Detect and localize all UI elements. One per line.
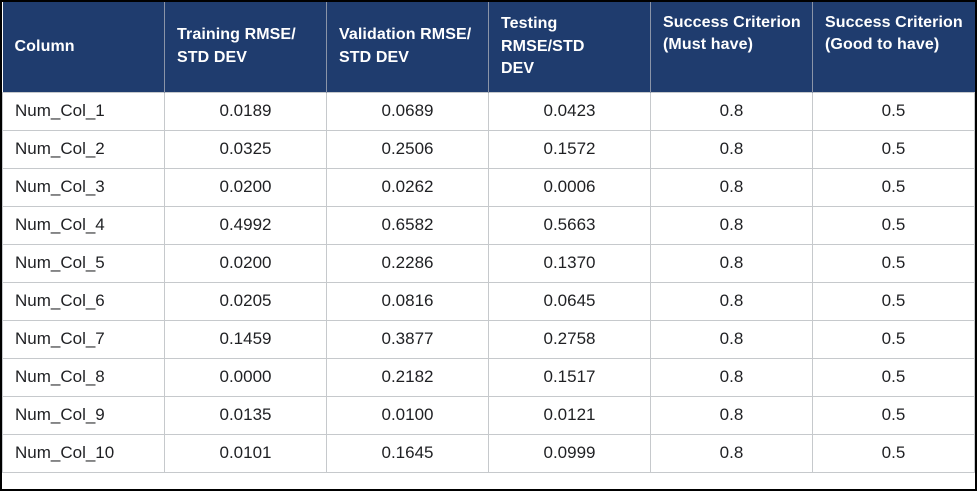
header-column: Column bbox=[2, 2, 165, 92]
table-row: Num_Col_6 0.0205 0.0816 0.0645 0.8 0.5 bbox=[2, 281, 975, 321]
table-body: Num_Col_1 0.0189 0.0689 0.0423 0.8 0.5 Num_Col… bbox=[2, 91, 975, 473]
header-validation-rmse: Validation RMSE/ STD DEV bbox=[326, 2, 489, 92]
value-cell: 0.5 bbox=[812, 205, 975, 245]
column-name-cell: Num_Col_7 bbox=[2, 319, 165, 359]
value-cell: 0.0325 bbox=[164, 129, 327, 169]
value-cell: 0.8 bbox=[650, 129, 813, 169]
value-cell: 0.5 bbox=[812, 433, 975, 473]
value-cell: 0.5 bbox=[812, 319, 975, 359]
table-row: Num_Col_3 0.0200 0.0262 0.0006 0.8 0.5 bbox=[2, 167, 975, 207]
value-cell: 0.5 bbox=[812, 243, 975, 283]
table-row: Num_Col_4 0.4992 0.6582 0.5663 0.8 0.5 bbox=[2, 205, 975, 245]
column-name-cell: Num_Col_5 bbox=[2, 243, 165, 283]
value-cell: 0.0200 bbox=[164, 167, 327, 207]
value-cell: 0.4992 bbox=[164, 205, 327, 245]
value-cell: 0.5 bbox=[812, 167, 975, 207]
value-cell: 0.5 bbox=[812, 129, 975, 169]
value-cell: 0.2506 bbox=[326, 129, 489, 169]
value-cell: 0.8 bbox=[650, 433, 813, 473]
value-cell: 0.8 bbox=[650, 167, 813, 207]
value-cell: 0.5663 bbox=[488, 205, 651, 245]
value-cell: 0.3877 bbox=[326, 319, 489, 359]
column-name-cell: Num_Col_9 bbox=[2, 395, 165, 435]
column-name-cell: Num_Col_6 bbox=[2, 281, 165, 321]
value-cell: 0.1370 bbox=[488, 243, 651, 283]
value-cell: 0.6582 bbox=[326, 205, 489, 245]
value-cell: 0.0006 bbox=[488, 167, 651, 207]
column-name-cell: Num_Col_10 bbox=[2, 433, 165, 473]
value-cell: 0.0999 bbox=[488, 433, 651, 473]
value-cell: 0.0205 bbox=[164, 281, 327, 321]
header-training-rmse: Training RMSE/ STD DEV bbox=[164, 2, 327, 92]
value-cell: 0.5 bbox=[812, 281, 975, 321]
value-cell: 0.8 bbox=[650, 319, 813, 359]
table-row: Num_Col_7 0.1459 0.3877 0.2758 0.8 0.5 bbox=[2, 319, 975, 359]
value-cell: 0.8 bbox=[650, 205, 813, 245]
value-cell: 0.0262 bbox=[326, 167, 489, 207]
value-cell: 0.8 bbox=[650, 395, 813, 435]
rmse-results-table: Column Training RMSE/ STD DEV Validation… bbox=[2, 2, 975, 473]
value-cell: 0.8 bbox=[650, 357, 813, 397]
value-cell: 0.1645 bbox=[326, 433, 489, 473]
value-cell: 0.8 bbox=[650, 243, 813, 283]
value-cell: 0.8 bbox=[650, 91, 813, 131]
table-row: Num_Col_10 0.0101 0.1645 0.0999 0.8 0.5 bbox=[2, 433, 975, 473]
value-cell: 0.2286 bbox=[326, 243, 489, 283]
value-cell: 0.5 bbox=[812, 91, 975, 131]
value-cell: 0.0101 bbox=[164, 433, 327, 473]
value-cell: 0.5 bbox=[812, 395, 975, 435]
column-name-cell: Num_Col_4 bbox=[2, 205, 165, 245]
value-cell: 0.8 bbox=[650, 281, 813, 321]
header-row: Column Training RMSE/ STD DEV Validation… bbox=[2, 2, 975, 92]
value-cell: 0.0000 bbox=[164, 357, 327, 397]
value-cell: 0.0816 bbox=[326, 281, 489, 321]
header-testing-rmse: Testing RMSE/STD DEV bbox=[488, 2, 651, 92]
table-row: Num_Col_9 0.0135 0.0100 0.0121 0.8 0.5 bbox=[2, 395, 975, 435]
value-cell: 0.0645 bbox=[488, 281, 651, 321]
table-row: Num_Col_1 0.0189 0.0689 0.0423 0.8 0.5 bbox=[2, 91, 975, 131]
value-cell: 0.0121 bbox=[488, 395, 651, 435]
header-success-criterion-good: Success Criterion (Good to have) bbox=[812, 2, 975, 92]
value-cell: 0.2758 bbox=[488, 319, 651, 359]
table-row: Num_Col_2 0.0325 0.2506 0.1572 0.8 0.5 bbox=[2, 129, 975, 169]
value-cell: 0.1459 bbox=[164, 319, 327, 359]
table-row: Num_Col_8 0.0000 0.2182 0.1517 0.8 0.5 bbox=[2, 357, 975, 397]
column-name-cell: Num_Col_8 bbox=[2, 357, 165, 397]
header-success-criterion-must: Success Criterion (Must have) bbox=[650, 2, 813, 92]
value-cell: 0.1517 bbox=[488, 357, 651, 397]
value-cell: 0.0423 bbox=[488, 91, 651, 131]
column-name-cell: Num_Col_3 bbox=[2, 167, 165, 207]
value-cell: 0.0100 bbox=[326, 395, 489, 435]
value-cell: 0.0200 bbox=[164, 243, 327, 283]
value-cell: 0.1572 bbox=[488, 129, 651, 169]
value-cell: 0.0189 bbox=[164, 91, 327, 131]
value-cell: 0.0689 bbox=[326, 91, 489, 131]
table-header: Column Training RMSE/ STD DEV Validation… bbox=[2, 2, 975, 92]
column-name-cell: Num_Col_1 bbox=[2, 91, 165, 131]
table-row: Num_Col_5 0.0200 0.2286 0.1370 0.8 0.5 bbox=[2, 243, 975, 283]
value-cell: 0.0135 bbox=[164, 395, 327, 435]
value-cell: 0.2182 bbox=[326, 357, 489, 397]
column-name-cell: Num_Col_2 bbox=[2, 129, 165, 169]
value-cell: 0.5 bbox=[812, 357, 975, 397]
